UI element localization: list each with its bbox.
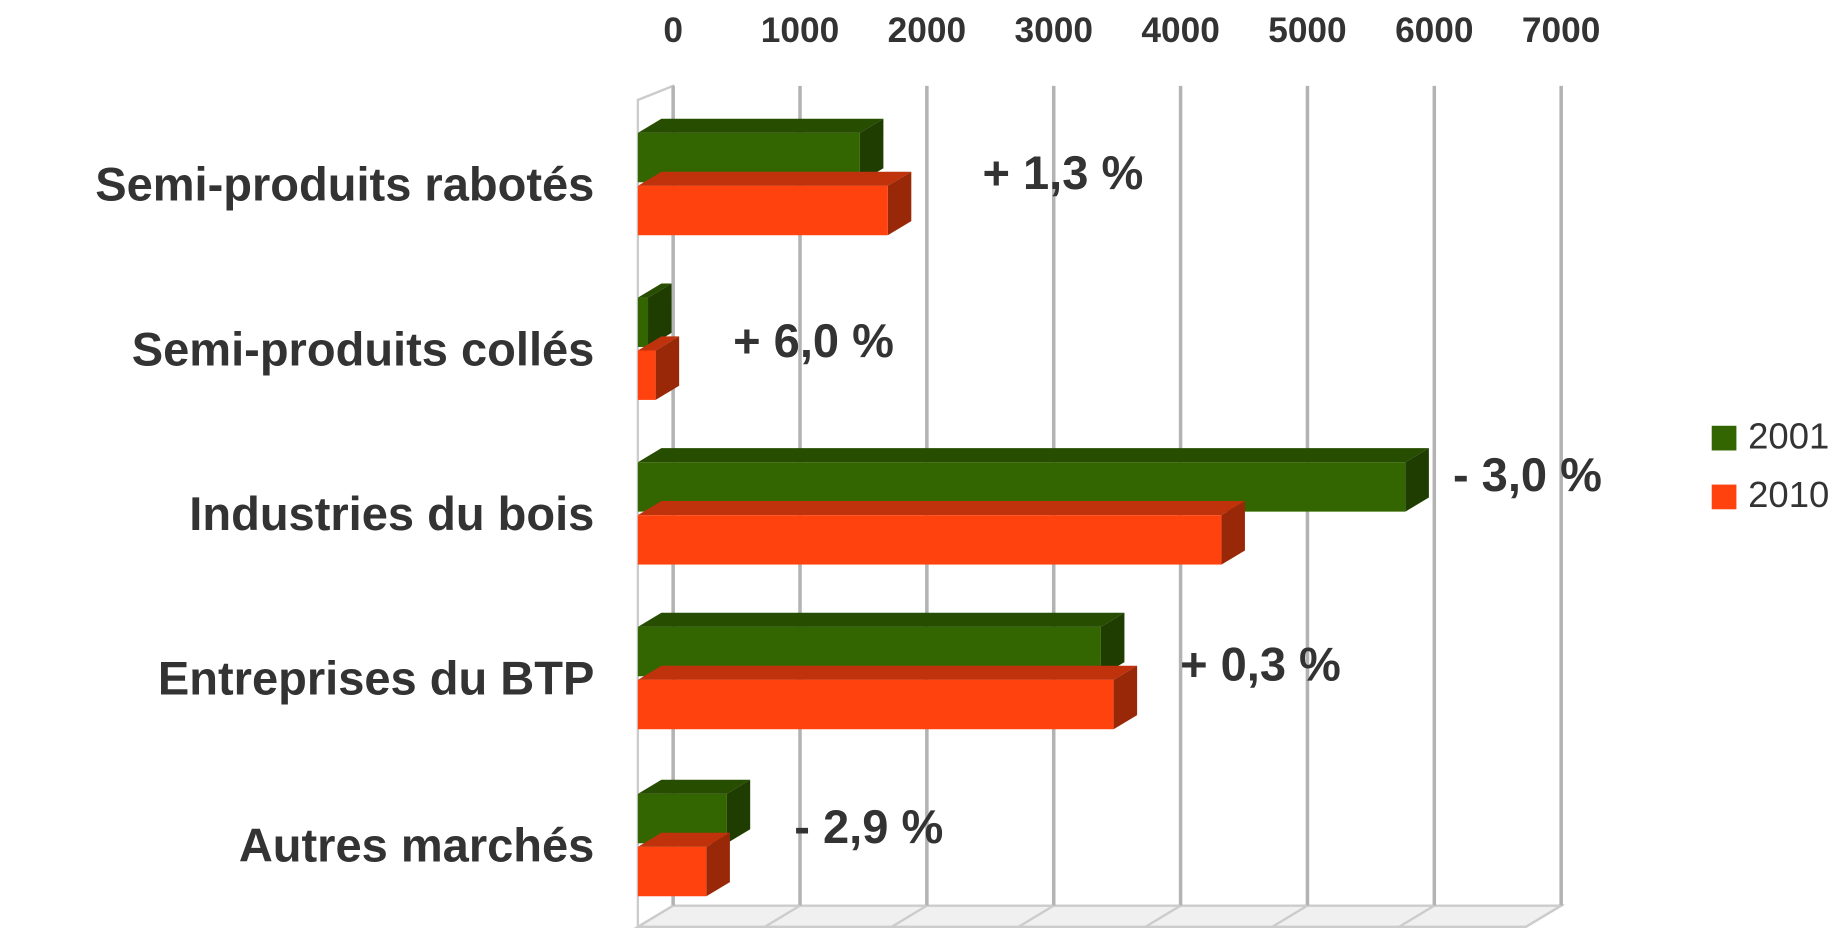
bar bbox=[637, 350, 656, 400]
bar-top bbox=[637, 448, 1429, 463]
floor-line bbox=[637, 904, 674, 928]
y-tick-label: Semi-produits rabotés bbox=[95, 158, 594, 211]
bar-top bbox=[637, 779, 751, 794]
bar bbox=[637, 846, 707, 897]
floor-line bbox=[1144, 904, 1182, 928]
bar-side bbox=[648, 283, 672, 347]
annotation: + 1,3 % bbox=[982, 146, 1143, 199]
bar-side bbox=[1221, 501, 1245, 565]
bar-top bbox=[637, 171, 912, 186]
bars bbox=[637, 118, 1429, 897]
bar bbox=[637, 297, 649, 347]
bar-side bbox=[726, 779, 751, 844]
bar-side bbox=[706, 832, 730, 897]
legend-swatch bbox=[1711, 425, 1737, 451]
x-tick-label: 5000 bbox=[1268, 11, 1346, 50]
bar-side bbox=[655, 336, 680, 400]
bar bbox=[637, 515, 1222, 565]
bar-side bbox=[887, 171, 912, 236]
bar-side bbox=[1113, 665, 1138, 730]
floor bbox=[633, 904, 1566, 928]
bar-side bbox=[859, 118, 884, 183]
annotation: + 0,3 % bbox=[1180, 637, 1341, 690]
x-tick-label: 6000 bbox=[1395, 11, 1473, 50]
bar-top bbox=[637, 832, 730, 847]
legend-label: 2010 bbox=[1748, 474, 1829, 515]
bar-side bbox=[1405, 448, 1429, 512]
x-tick-label: 1000 bbox=[761, 11, 839, 50]
bar bbox=[637, 185, 888, 236]
floor-line bbox=[1525, 904, 1562, 928]
y-tick-label: Autres marchés bbox=[239, 819, 595, 872]
legend-label: 2001 bbox=[1748, 415, 1829, 456]
floor-line bbox=[1398, 904, 1435, 928]
y-tick-label: Semi-produits collés bbox=[132, 322, 595, 375]
floor-line bbox=[1017, 904, 1055, 928]
x-tick-label: 2000 bbox=[888, 11, 966, 50]
labels: 0 1000 2000 3000 4000 5000 6000 7000 Semi-produi… bbox=[95, 11, 1829, 871]
bar-top bbox=[637, 118, 884, 133]
x-tick-label: 4000 bbox=[1141, 11, 1219, 50]
legend-swatch bbox=[1711, 484, 1737, 510]
bar-top bbox=[637, 501, 1245, 516]
x-tick-label: 0 bbox=[663, 11, 683, 50]
bar-top bbox=[637, 336, 680, 351]
bar-side bbox=[1100, 612, 1125, 677]
y-tick-label: Industries du bois bbox=[189, 487, 594, 540]
bar-top bbox=[637, 283, 672, 298]
bar bbox=[637, 679, 1114, 730]
annotation: + 6,0 % bbox=[733, 314, 894, 367]
annotation: - 2,9 % bbox=[794, 800, 943, 853]
x-tick-label: 3000 bbox=[1015, 11, 1093, 50]
floor-line bbox=[1271, 904, 1309, 928]
annotation: - 3,0 % bbox=[1453, 448, 1602, 501]
floor-line bbox=[764, 904, 801, 928]
bar-top bbox=[637, 612, 1125, 627]
floor-line bbox=[890, 904, 928, 928]
bar-top bbox=[637, 665, 1138, 680]
y-tick-label: Entreprises du BTP bbox=[158, 652, 594, 705]
x-tick-label: 7000 bbox=[1522, 11, 1600, 50]
